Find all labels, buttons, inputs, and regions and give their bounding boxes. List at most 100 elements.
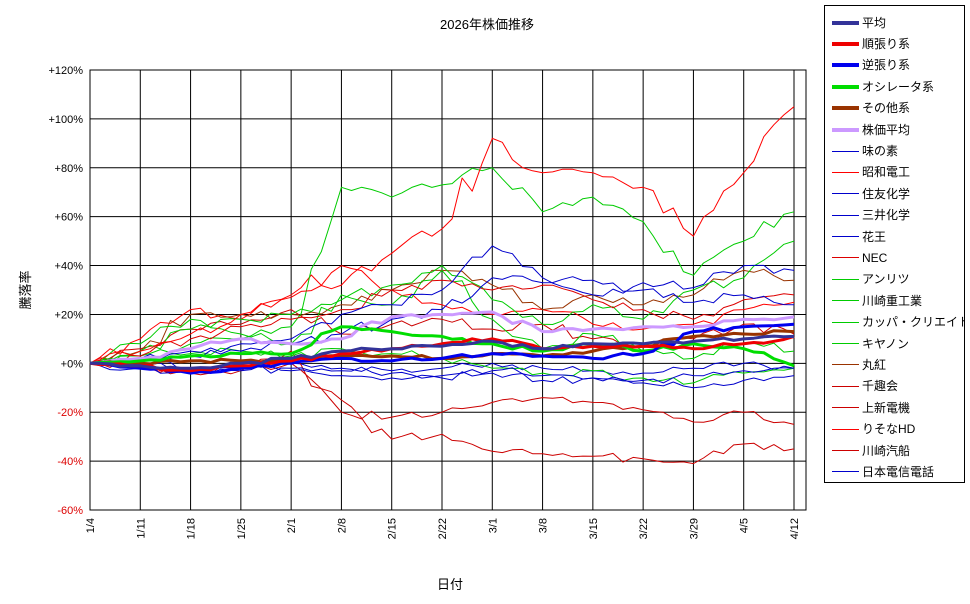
legend-item-15: キヤノン <box>832 333 964 354</box>
x-tick-label: 3/1 <box>487 518 499 533</box>
legend-item-19: りそなHD <box>832 418 964 439</box>
legend-label: 上新電機 <box>862 400 911 415</box>
legend-item-13: 川崎重工業 <box>832 290 964 311</box>
legend-line-swatch <box>832 364 859 366</box>
legend-item-5: 株価平均 <box>832 119 964 140</box>
chart-title: 2026年株価推移 <box>440 17 534 32</box>
legend-label: りそなHD <box>862 422 916 437</box>
legend-label: 千趣会 <box>862 379 899 394</box>
y-tick-label: +80% <box>55 163 84 175</box>
x-tick-label: 1/11 <box>135 518 147 539</box>
y-tick-label: +120% <box>48 65 83 77</box>
x-tick-label: 3/15 <box>588 518 600 539</box>
y-tick-label: -20% <box>57 407 83 419</box>
legend-line-swatch <box>832 428 859 430</box>
legend-line-swatch <box>832 343 859 345</box>
x-axis-title: 日付 <box>437 577 463 592</box>
legend-label: 逆張り系 <box>862 58 911 73</box>
legend-label: 味の素 <box>862 144 899 159</box>
y-tick-label: +40% <box>55 261 84 273</box>
legend-line-swatch <box>832 236 859 238</box>
legend-line-swatch <box>832 63 859 68</box>
legend-line-swatch <box>832 20 859 25</box>
x-tick-label: 4/5 <box>739 518 751 533</box>
legend-label: 平均 <box>862 15 887 30</box>
legend-label: 順張り系 <box>862 37 911 52</box>
x-tick-label: 2/8 <box>336 518 348 533</box>
legend-line-swatch <box>832 385 859 387</box>
y-axis-title: 騰落率 <box>18 270 33 309</box>
legend-line-swatch <box>832 407 859 409</box>
legend-line-swatch <box>832 127 859 132</box>
legend-label: アンリツ <box>862 272 910 287</box>
series-line <box>89 240 795 364</box>
y-tick-label: +60% <box>55 212 84 224</box>
legend-label: 日本電信電話 <box>862 464 935 479</box>
legend-line-swatch <box>832 321 859 323</box>
legend-label: 住友化学 <box>862 186 911 201</box>
legend-line-swatch <box>832 450 859 451</box>
legend-line-swatch <box>832 300 859 302</box>
x-tick-label: 3/22 <box>638 518 650 539</box>
legend-item-0: 平均 <box>832 12 964 33</box>
legend-label: NEC <box>862 250 888 265</box>
y-tick-label: +100% <box>48 114 83 126</box>
legend-item-4: その他系 <box>832 98 964 119</box>
grid-layer <box>89 69 807 511</box>
legend-label: 丸紅 <box>862 357 887 372</box>
legend-line-swatch <box>832 84 859 89</box>
legend-line-swatch <box>832 150 859 152</box>
y-tick-label: +20% <box>55 309 84 321</box>
legend-item-1: 順張り系 <box>832 33 964 54</box>
legend-box: 平均順張り系逆張り系オシレータ系その他系株価平均味の素昭和電工住友化学三井化学花… <box>824 5 965 483</box>
legend-item-7: 昭和電工 <box>832 162 964 183</box>
legend-item-8: 住友化学 <box>832 183 964 204</box>
legend-item-20: 川崎汽船 <box>832 440 964 461</box>
x-tick-label: 1/18 <box>186 518 198 539</box>
legend-item-18: 上新電機 <box>832 397 964 418</box>
legend-line-swatch <box>832 214 859 216</box>
legend-item-16: 丸紅 <box>832 354 964 375</box>
legend-label: 株価平均 <box>862 122 911 137</box>
series-line <box>89 269 795 364</box>
series-layer <box>89 106 795 465</box>
series-line <box>89 167 795 366</box>
series-line <box>89 310 795 365</box>
x-tick-label: 3/8 <box>538 518 550 533</box>
plot-frame <box>89 69 807 511</box>
legend-line-swatch <box>832 257 859 259</box>
legend-line-swatch <box>832 471 859 473</box>
legend-line-swatch <box>832 106 859 111</box>
legend-item-21: 日本電信電話 <box>832 461 964 482</box>
x-tick-label: 2/1 <box>286 518 298 533</box>
legend-label: その他系 <box>862 101 911 116</box>
series-line <box>89 334 795 373</box>
legend-item-3: オシレータ系 <box>832 76 964 97</box>
series-line <box>89 245 795 365</box>
x-tick-label: 3/29 <box>688 518 700 539</box>
legend-label: カッパ・クリエイト <box>862 315 964 330</box>
legend-item-11: NEC <box>832 247 964 268</box>
legend-item-10: 花王 <box>832 226 964 247</box>
x-tick-label: 2/22 <box>437 518 449 539</box>
x-tick-label: 4/12 <box>789 518 801 539</box>
legend-label: 三井化学 <box>862 208 911 223</box>
legend-item-12: アンリツ <box>832 269 964 290</box>
y-tick-label: -60% <box>57 505 83 517</box>
y-tick-label: -40% <box>57 456 83 468</box>
legend-label: 川崎汽船 <box>862 443 911 458</box>
legend-item-14: カッパ・クリエイト <box>832 311 964 332</box>
y-tick-label: +0% <box>61 358 84 370</box>
legend-line-swatch <box>832 278 859 280</box>
legend-label: 昭和電工 <box>862 165 911 180</box>
legend-item-17: 千趣会 <box>832 376 964 397</box>
series-line <box>89 275 795 367</box>
legend-label: 花王 <box>862 229 887 244</box>
tick-layer: +120% +100% +80% +60% +40% +20% +0% -20% -40% -60… <box>48 65 801 539</box>
legend-item-9: 三井化学 <box>832 205 964 226</box>
x-tick-label: 1/25 <box>236 518 248 539</box>
legend-item-2: 逆張り系 <box>832 55 964 76</box>
x-tick-label: 2/15 <box>387 518 399 539</box>
